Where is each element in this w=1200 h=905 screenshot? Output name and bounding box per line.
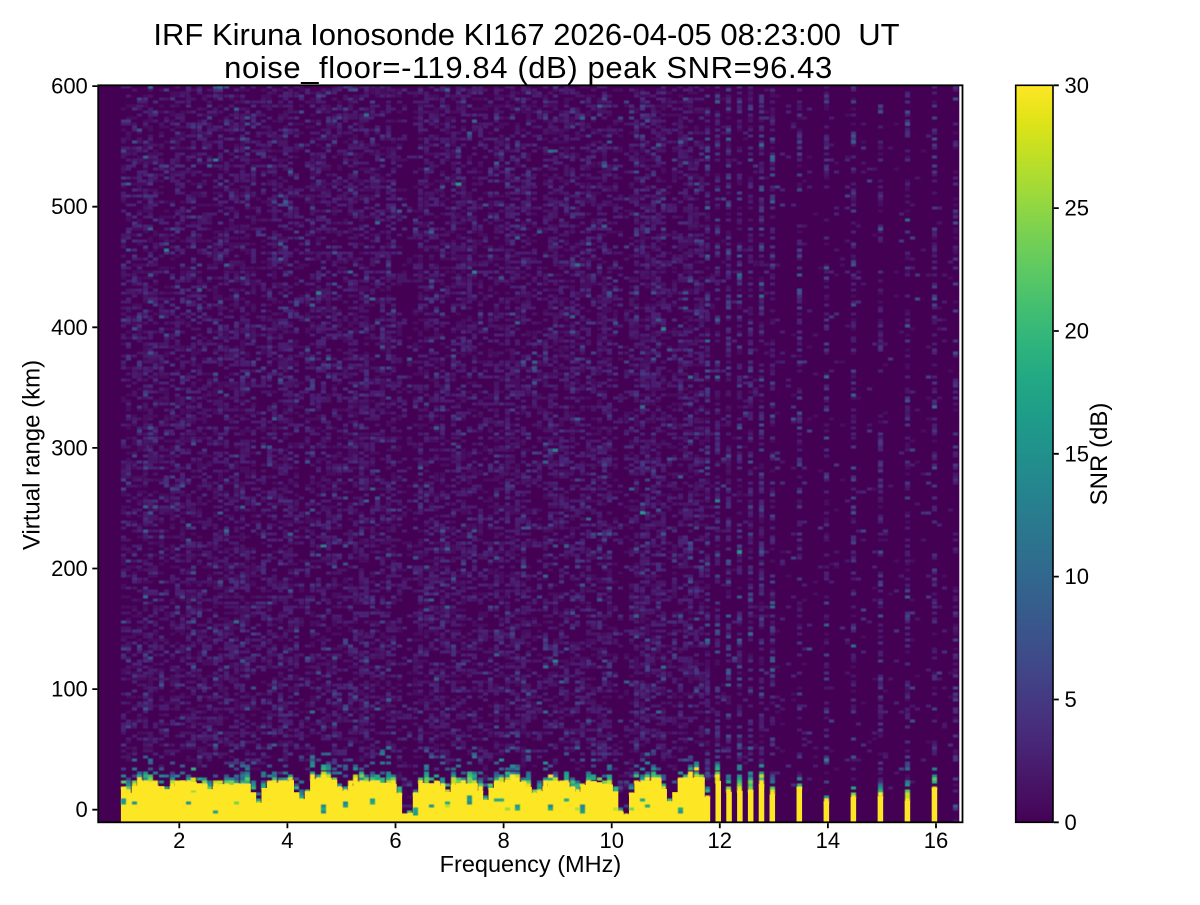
svg-text:10: 10: [1065, 564, 1089, 589]
svg-text:15: 15: [1065, 441, 1089, 466]
svg-text:SNR (dB): SNR (dB): [1086, 403, 1113, 506]
svg-text:8: 8: [497, 828, 509, 853]
svg-text:25: 25: [1065, 196, 1089, 221]
svg-text:14: 14: [816, 828, 840, 853]
svg-text:2: 2: [173, 828, 185, 853]
svg-text:IRF Kiruna Ionosonde KI167 202: IRF Kiruna Ionosonde KI167 2026-04-05 08…: [153, 17, 899, 52]
svg-text:300: 300: [51, 435, 88, 460]
svg-text:6: 6: [389, 828, 401, 853]
svg-text:500: 500: [51, 194, 88, 219]
svg-text:100: 100: [51, 677, 88, 702]
svg-text:0: 0: [1065, 810, 1077, 835]
svg-text:12: 12: [708, 828, 732, 853]
svg-text:200: 200: [51, 556, 88, 581]
svg-text:20: 20: [1065, 319, 1089, 344]
svg-text:16: 16: [924, 828, 948, 853]
svg-text:0: 0: [76, 797, 88, 822]
svg-text:10: 10: [599, 828, 623, 853]
svg-text:5: 5: [1065, 687, 1077, 712]
svg-text:600: 600: [51, 74, 88, 99]
svg-text:400: 400: [51, 315, 88, 340]
svg-text:noise_floor=-119.84 (dB) peak: noise_floor=-119.84 (dB) peak SNR=96.43: [224, 50, 833, 85]
svg-text:30: 30: [1065, 73, 1089, 98]
svg-text:Virtual range (km): Virtual range (km): [19, 360, 46, 550]
svg-text:4: 4: [281, 828, 293, 853]
svg-text:Frequency (MHz): Frequency (MHz): [440, 851, 622, 877]
